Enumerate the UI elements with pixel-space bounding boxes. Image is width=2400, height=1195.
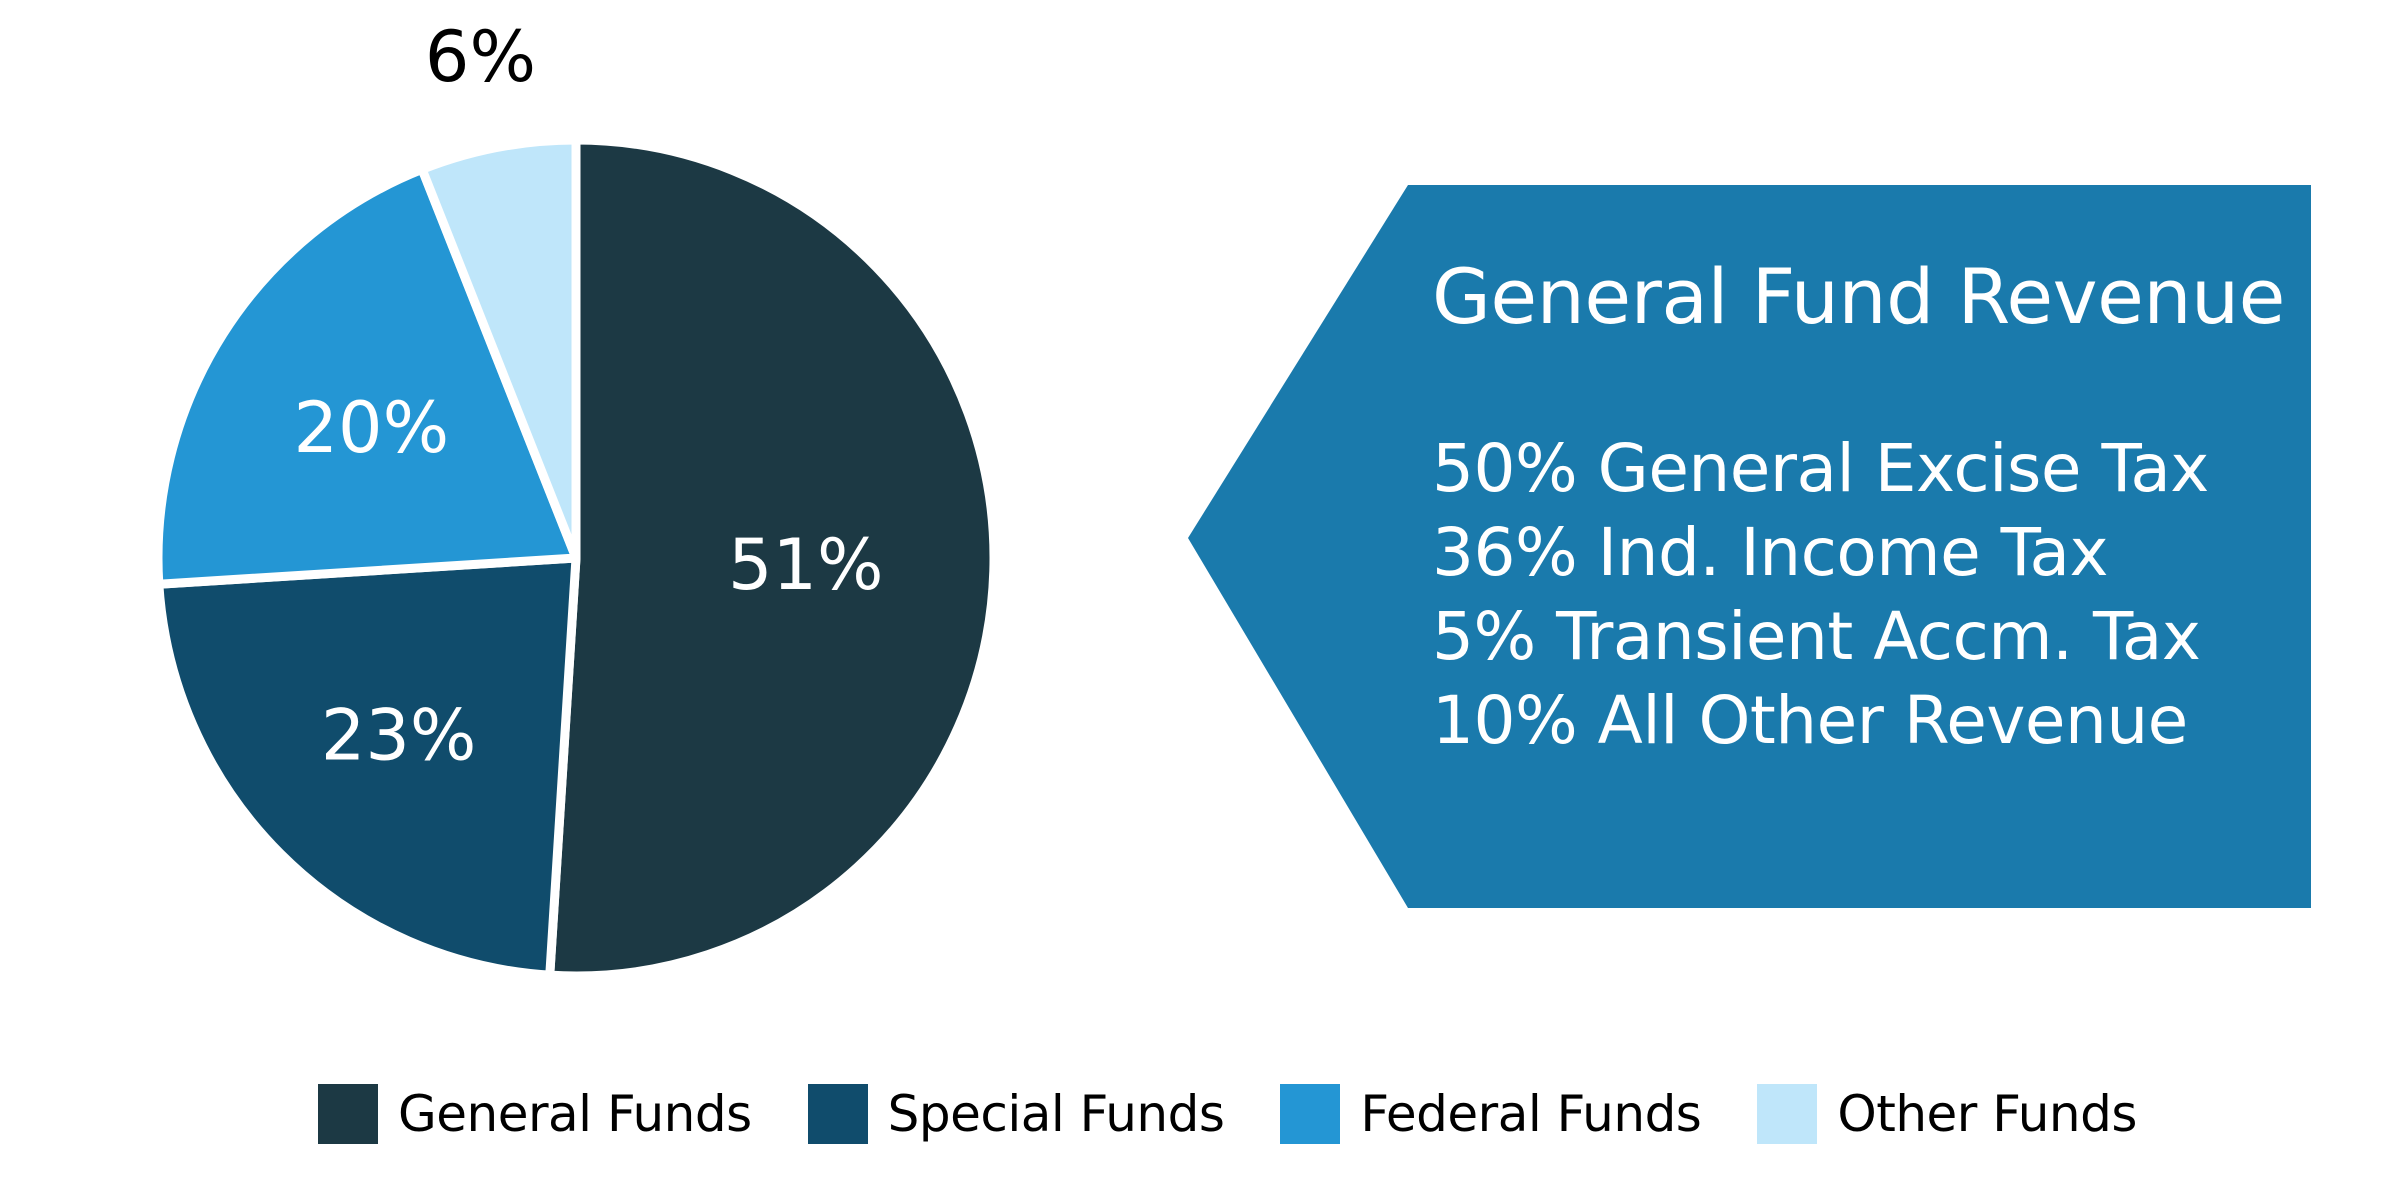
- legend-item-other-funds: Other Funds: [1757, 1084, 2137, 1144]
- pie-value-label: 51%: [728, 524, 884, 606]
- legend-swatch: [318, 1084, 378, 1144]
- pie-slice-general-funds: [545, 135, 999, 981]
- legend: General Funds Special Funds Federal Fund…: [318, 1084, 2193, 1144]
- pie-value-label: 6%: [425, 16, 536, 98]
- pie-slice-special-funds: [154, 553, 581, 980]
- callout-line: 5% Transient Accm. Tax: [1432, 597, 2201, 675]
- callout-line: 36% Ind. Income Tax: [1432, 513, 2109, 591]
- pie-slice-federal-funds: [153, 164, 581, 589]
- callout-title: General Fund Revenue: [1432, 252, 2285, 341]
- legend-item-general-funds: General Funds: [318, 1084, 752, 1144]
- pie-value-label: 23%: [321, 694, 477, 776]
- callout-line: 50% General Excise Tax: [1432, 429, 2209, 507]
- pie-slices: [153, 135, 999, 981]
- legend-item-federal-funds: Federal Funds: [1280, 1084, 1702, 1144]
- pie-slice-other-funds: [417, 135, 581, 563]
- pie-value-label: 20%: [294, 387, 450, 469]
- callout-lines: 50% General Excise Tax 36% Ind. Income T…: [1432, 427, 2285, 763]
- legend-swatch: [1280, 1084, 1341, 1144]
- legend-swatch: [1757, 1084, 1818, 1144]
- callout-line: 10% All Other Revenue: [1432, 681, 2188, 759]
- callout-text: General Fund Revenue 50% General Excise …: [1432, 255, 2285, 763]
- callout-arrow-box: [1188, 185, 2311, 908]
- legend-label: Other Funds: [1837, 1085, 2137, 1143]
- pie-labels: 51% 23% 20% 6%: [294, 16, 884, 776]
- legend-label: Special Funds: [887, 1085, 1225, 1143]
- legend-label: General Funds: [398, 1085, 752, 1143]
- legend-item-special-funds: Special Funds: [807, 1084, 1225, 1144]
- legend-swatch: [807, 1084, 868, 1144]
- legend-label: Federal Funds: [1360, 1085, 1702, 1143]
